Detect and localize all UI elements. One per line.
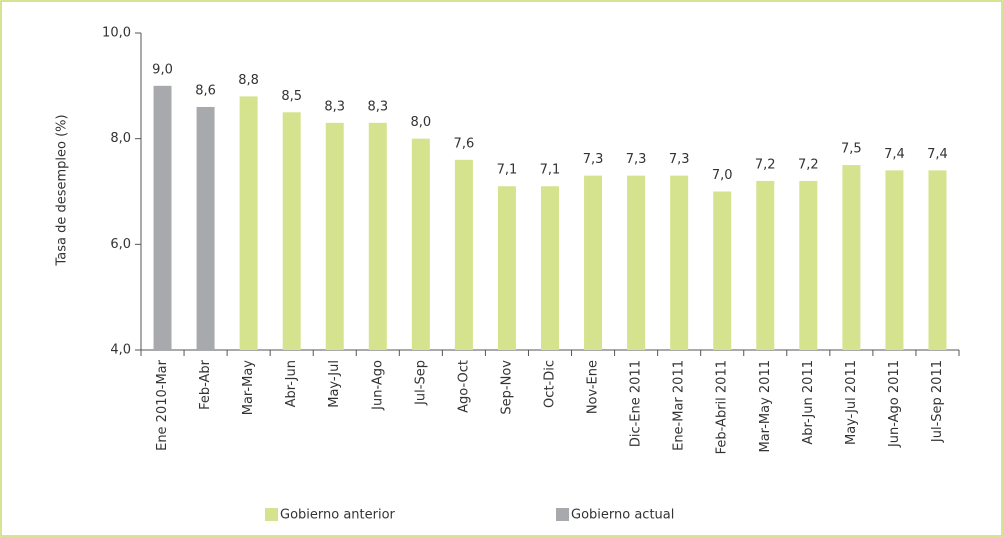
x-tick-label: Feb-Abril 2011 [715, 360, 730, 454]
x-tick-label: Jul-Sep [413, 360, 428, 406]
x-tick-label: Abr-Jun [284, 360, 299, 407]
bar [799, 180, 818, 350]
value-label: 7,4 [884, 147, 905, 162]
x-tick-label: May-Jul 2011 [844, 360, 859, 445]
bar [368, 122, 387, 350]
y-axis-title: Tasa de desempleo (%) [55, 114, 70, 266]
x-tick-label: Jun-Ago 2011 [887, 360, 902, 448]
value-label: 8,6 [195, 83, 216, 98]
bar [541, 186, 559, 350]
bar [584, 175, 603, 350]
value-label: 7,2 [755, 157, 776, 172]
bar [756, 180, 775, 350]
x-tick-label: Nov-Ene [586, 360, 601, 414]
value-label: 8,8 [238, 73, 259, 88]
value-label: 8,5 [281, 89, 302, 104]
bar [454, 159, 473, 350]
value-label: 7,2 [798, 157, 819, 172]
y-tick-label: 10,0 [102, 26, 131, 41]
legend-label: Gobierno actual [571, 508, 674, 523]
x-tick-label: May-Jul [327, 360, 342, 408]
value-label: 8,0 [410, 115, 431, 130]
bar [239, 96, 258, 351]
bar [885, 170, 904, 350]
legend-swatch [265, 508, 278, 521]
x-tick-label: Mar-May [241, 360, 256, 416]
bar [713, 191, 732, 350]
value-label: 7,6 [454, 136, 475, 151]
x-tick-label: Jul-Sep 2011 [930, 360, 945, 443]
x-tick-label: Mar-May 2011 [758, 360, 773, 452]
value-label: 9,0 [152, 62, 173, 77]
x-tick-label: Jun-Ago [370, 360, 385, 411]
x-tick-label: Ago-Oct [456, 360, 471, 413]
bar [627, 175, 646, 350]
value-label: 7,1 [497, 163, 518, 178]
x-tick-label: Abr-Jun 2011 [801, 360, 816, 445]
bar [196, 106, 215, 350]
bar [497, 186, 516, 350]
value-label: 7,5 [841, 142, 862, 157]
value-label: 7,3 [583, 152, 604, 167]
legend-swatch [556, 508, 569, 521]
value-label: 7,0 [712, 168, 733, 183]
y-tick-label: 6,0 [110, 237, 131, 252]
value-label: 7,1 [540, 163, 561, 178]
x-tick-label: Ene 2010-Mar [155, 359, 170, 451]
legend-label: Gobierno anterior [280, 508, 396, 523]
x-tick-label: Ene-Mar 2011 [672, 360, 687, 451]
x-tick-label: Dic-Ene 2011 [629, 360, 644, 447]
bar [411, 138, 430, 350]
bar [153, 85, 172, 350]
value-label: 8,3 [324, 99, 345, 114]
bar [842, 165, 861, 350]
value-label: 7,4 [927, 147, 948, 162]
bar [928, 170, 947, 350]
value-label: 7,3 [626, 152, 647, 167]
bar [670, 175, 689, 350]
y-tick-label: 4,0 [110, 343, 131, 358]
x-tick-label: Oct-Dic [543, 360, 558, 408]
y-tick-label: 8,0 [110, 131, 131, 146]
value-label: 8,3 [367, 99, 388, 114]
value-label: 7,3 [669, 152, 690, 167]
x-tick-label: Feb-Abr [198, 359, 213, 410]
bar [282, 112, 301, 350]
x-tick-label: Sep-Nov [499, 360, 514, 415]
bar [325, 122, 344, 350]
